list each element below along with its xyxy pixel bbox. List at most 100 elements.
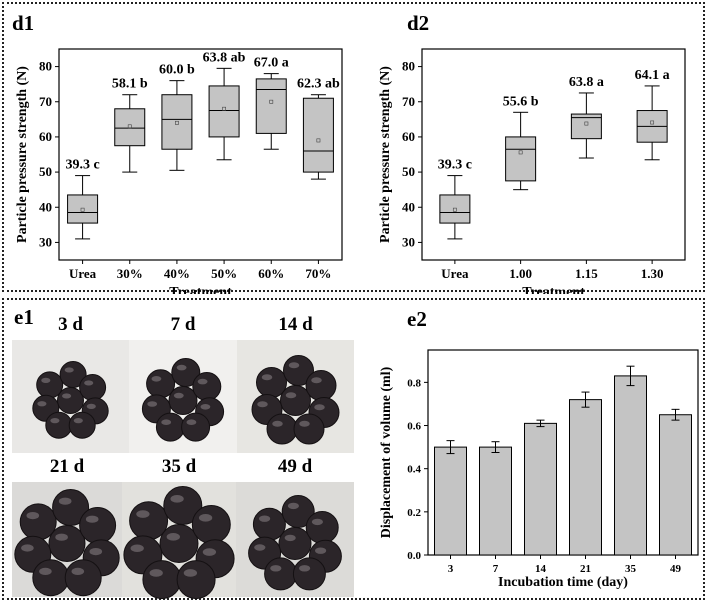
granule (293, 413, 325, 445)
granule-highlight (85, 515, 99, 523)
granule-highlight (73, 418, 83, 424)
box (439, 194, 471, 224)
panel-d-charts: d1 d2 30 40 50 60 70 80 Urea 30% 40% 50% 60% 70% 39.… (12, 11, 686, 294)
granule-highlight (62, 393, 72, 399)
granule (264, 557, 298, 591)
bar (614, 375, 647, 556)
granule-highlight (261, 374, 273, 381)
granule (192, 372, 222, 401)
y-tick-label: 70 (402, 94, 415, 109)
granule (266, 413, 298, 445)
y-axis-title: Particle pressure strength (N) (378, 66, 393, 243)
panel-label-d1: d1 (12, 11, 34, 35)
y-tick-label: 60 (39, 129, 52, 144)
granule-highlight (311, 518, 323, 526)
box (114, 108, 146, 147)
granule (142, 560, 182, 600)
chart-e2: 0.0 0.2 0.4 0.6 0.8 3 7 14 21 35 49 Incubation time… (379, 349, 699, 590)
granule-highlight (183, 569, 198, 577)
granule-highlight (37, 401, 47, 407)
day-label: 7 d (171, 314, 196, 335)
x-tick-label: 1.15 (575, 266, 598, 281)
granule-highlight (272, 420, 283, 427)
granule (256, 367, 287, 398)
box (570, 113, 602, 140)
x-tick-label: 40% (164, 266, 190, 281)
granule (159, 524, 199, 563)
y-tick-label: 80 (402, 59, 415, 74)
day-label: 49 d (278, 456, 313, 477)
y-tick-label: 40 (39, 199, 52, 214)
granule-highlight (198, 514, 213, 522)
granule-highlight (55, 533, 68, 541)
granule-highlight (257, 401, 268, 408)
granule (292, 557, 326, 591)
significance-label: 60.0 b (159, 63, 195, 78)
box (67, 194, 99, 224)
mean-marker (584, 121, 589, 126)
granule (48, 525, 86, 562)
granule-highlight (58, 497, 72, 505)
x-axis-title: Treatment (169, 285, 232, 294)
significance-label: 64.1 a (635, 68, 670, 83)
granule-highlight (50, 418, 60, 424)
bar (524, 422, 557, 556)
y-tick-label: 0.0 (407, 550, 421, 562)
granule-highlight (287, 502, 299, 510)
granule-highlight (89, 548, 103, 556)
x-tick-label: 1.00 (509, 266, 532, 281)
panel-d: d1 d2 30 40 50 60 70 80 Urea 30% 40% 50% 60% 70% 39.… (2, 2, 705, 294)
granule-highlight (311, 377, 322, 384)
granule (176, 560, 216, 600)
granule-highlight (270, 565, 282, 572)
granule-highlight (314, 404, 325, 411)
x-tick-label: 49 (670, 563, 682, 575)
x-axis-title: Treatment (522, 285, 585, 294)
x-tick-label: 7 (493, 563, 499, 575)
box (505, 136, 537, 182)
mean-marker (269, 99, 274, 104)
significance-label: 39.3 c (65, 158, 99, 173)
granule-highlight (176, 364, 187, 371)
granule-highlight (86, 403, 96, 409)
granule-highlight (288, 362, 300, 369)
y-tick-label: 70 (39, 94, 52, 109)
bar (569, 399, 602, 556)
chart-d2: 30 40 50 60 70 80 Urea 1.00 1.15 1.30 39.3 c 55.6 b… (378, 48, 686, 294)
granule (79, 507, 117, 544)
plot-frame (427, 349, 699, 556)
granule-highlight (39, 567, 52, 575)
significance-label: 62.3 ab (297, 77, 340, 92)
y-tick-label: 30 (39, 234, 52, 249)
y-tick-label: 0.8 (407, 377, 421, 389)
panel-label-e2: e2 (407, 307, 427, 331)
bar (434, 446, 467, 556)
granule (64, 559, 102, 597)
granule (19, 503, 57, 541)
granule-highlight (299, 420, 310, 427)
chart-d1: 30 40 50 60 70 80 Urea 30% 40% 50% 60% 70% 39.3 c 58.… (15, 48, 343, 294)
granule-highlight (202, 548, 217, 556)
granule-highlight (147, 401, 158, 407)
granule-highlight (64, 367, 74, 373)
granule-highlight (284, 534, 296, 542)
granule (32, 559, 70, 597)
x-tick-label: 3 (448, 563, 454, 575)
granule-highlight (130, 544, 144, 553)
granule-highlight (173, 392, 184, 399)
granule-highlight (254, 544, 266, 551)
granule (305, 511, 339, 544)
granule-highlight (136, 510, 150, 518)
granule-highlight (151, 376, 162, 382)
granule-highlight (299, 565, 311, 572)
granule (252, 507, 286, 541)
y-tick-label: 0.4 (407, 464, 421, 476)
mean-marker (175, 120, 179, 125)
granule-highlight (170, 495, 184, 503)
granule-highlight (26, 512, 40, 520)
x-tick-label: 50% (211, 266, 237, 281)
significance-label: 58.1 b (112, 77, 148, 92)
mean-marker (222, 106, 226, 111)
